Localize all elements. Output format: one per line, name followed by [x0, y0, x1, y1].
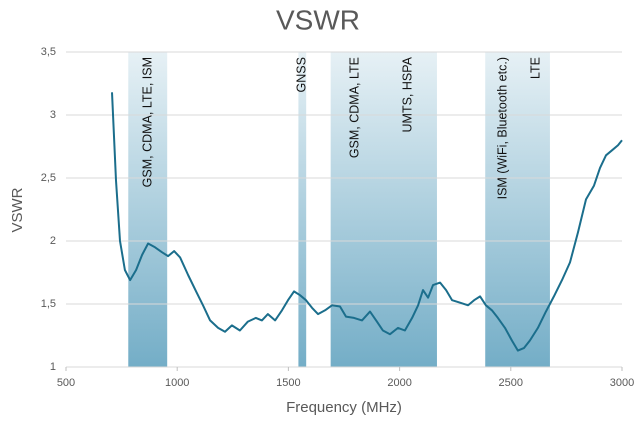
y-tick-label: 3 [50, 109, 56, 121]
frequency-band [128, 52, 168, 367]
y-tick-label: 1 [50, 361, 56, 373]
band-label: ISM (WiFi, Bluetooth etc.) [495, 57, 509, 199]
y-tick-label: 2 [50, 235, 56, 247]
x-tick-label: 1500 [276, 377, 300, 389]
y-tick-label: 2,5 [41, 172, 56, 184]
frequency-band [298, 52, 307, 367]
x-tick-label: 1000 [165, 377, 189, 389]
chart-title: VSWR [276, 4, 360, 35]
band-label: LTE [528, 57, 542, 79]
band-label: GSM, CDMA, LTE [347, 57, 361, 158]
frequency-band [330, 52, 437, 367]
y-tick-label: 3,5 [41, 46, 56, 58]
x-tick-label: 2000 [387, 377, 411, 389]
y-axis-label: VSWR [9, 187, 26, 232]
data-line [111, 92, 623, 352]
band-label: GNSS [294, 57, 308, 92]
y-tick-label: 1,5 [41, 298, 56, 310]
x-axis-label: Frequency (MHz) [286, 399, 402, 416]
band-label: GSM, CDMA, LTE, ISM [140, 57, 154, 187]
x-tick-label: 3000 [610, 377, 634, 389]
x-tick-label: 500 [57, 377, 75, 389]
band-label: UMTS, HSPA [400, 56, 414, 132]
x-tick-label: 2500 [499, 377, 523, 389]
